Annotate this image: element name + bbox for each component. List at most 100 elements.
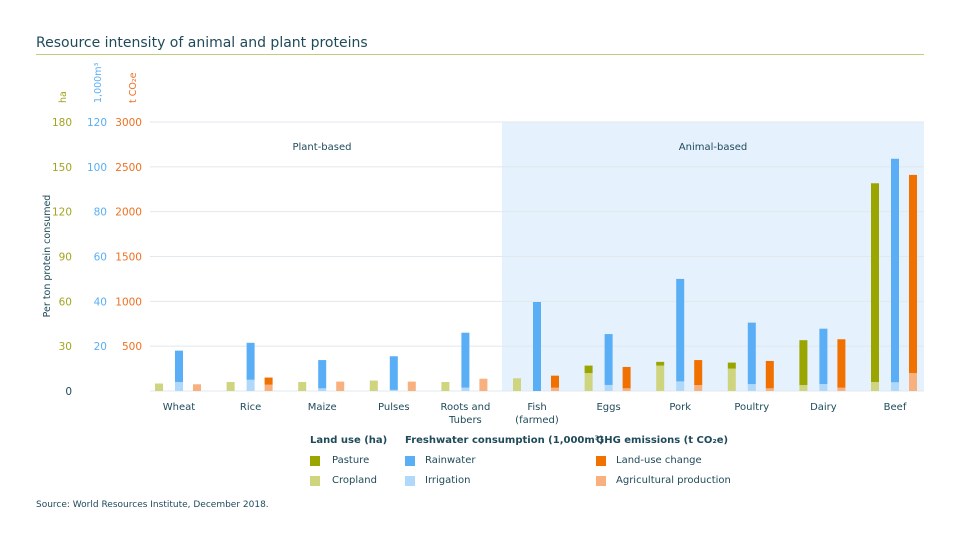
y-tick-label: 1500 xyxy=(115,252,142,264)
y-tick-label: 500 xyxy=(122,341,142,353)
bar-agricultural-production xyxy=(622,388,631,391)
bar-cropland xyxy=(155,383,163,391)
bar-land-use-change xyxy=(264,377,273,385)
bar-agricultural-production xyxy=(765,388,774,391)
bar-agricultural-production xyxy=(479,378,488,391)
legend-label-irrigation: Irrigation xyxy=(425,475,471,486)
y-tick-label: 2000 xyxy=(115,207,142,219)
legend-label-land-use-change: Land-use change xyxy=(616,455,702,466)
bar-irrigation xyxy=(604,384,613,391)
bar-cropland xyxy=(298,382,307,391)
x-tick-label: Rice xyxy=(240,402,261,413)
bar-cropland xyxy=(226,382,235,391)
bar-pasture xyxy=(871,183,879,383)
x-tick-label: Poultry xyxy=(734,402,769,413)
title-divider xyxy=(36,54,924,55)
x-tick-label: Maize xyxy=(308,402,337,413)
x-tick-label: Tubers xyxy=(448,415,482,426)
bar-agricultural-production xyxy=(336,381,345,391)
y-tick-label: 40 xyxy=(94,296,107,308)
x-tick-label: Beef xyxy=(884,402,907,413)
bar-agricultural-production xyxy=(264,384,273,391)
bar-land-use-change xyxy=(909,174,917,374)
bar-cropland xyxy=(513,378,521,391)
legend-label-pasture: Pasture xyxy=(332,455,370,466)
bar-rainwater xyxy=(747,322,756,385)
chart-title: Resource intensity of animal and plant p… xyxy=(36,35,368,51)
y-tick-label: 1000 xyxy=(115,296,142,308)
bar-agricultural-production xyxy=(909,373,917,391)
axis-unit-label: 1,000m³ xyxy=(93,63,104,103)
bar-pasture xyxy=(727,362,736,369)
y-tick-label: 3000 xyxy=(115,117,142,129)
bar-cropland xyxy=(369,380,378,391)
legend-swatch-cropland xyxy=(310,476,320,486)
bar-agricultural-production xyxy=(193,384,201,391)
bar-irrigation xyxy=(819,384,828,391)
y-tick-label: 150 xyxy=(52,162,72,174)
legend-heading-water: Freshwater consumption (1,000m³) xyxy=(405,435,604,446)
bar-cropland xyxy=(584,373,593,391)
bar-land-use-change xyxy=(765,360,774,389)
y-tick-label: 20 xyxy=(94,341,107,353)
legend-swatch-rainwater xyxy=(405,456,415,466)
legend-heading-land: Land use (ha) xyxy=(310,435,388,446)
y-tick-label: 100 xyxy=(87,162,107,174)
bar-rainwater xyxy=(604,334,613,385)
source-note: Source: World Resources Institute, Decem… xyxy=(36,500,269,510)
bar-land-use-change xyxy=(622,366,631,389)
bar-rainwater xyxy=(318,360,327,389)
bar-rainwater xyxy=(819,328,828,385)
bar-irrigation xyxy=(747,384,756,391)
bar-irrigation xyxy=(318,388,327,391)
y-tick-label: 80 xyxy=(94,207,107,219)
axis-unit-label: ha xyxy=(58,91,69,103)
legend-label-rainwater: Rainwater xyxy=(425,455,476,466)
bar-pasture xyxy=(584,365,593,374)
bar-pasture xyxy=(799,340,808,386)
bar-irrigation xyxy=(461,387,470,391)
bar-irrigation xyxy=(175,382,183,391)
y-tick-label: 120 xyxy=(87,117,107,129)
x-tick-label: Dairy xyxy=(810,402,837,413)
x-tick-label: Wheat xyxy=(163,402,196,413)
y-axis-title: Per ton protein consumed xyxy=(42,195,53,318)
bar-cropland xyxy=(799,385,808,391)
bar-rainwater xyxy=(461,332,470,388)
bar-cropland xyxy=(727,368,736,391)
legend-label-agricultural-production: Agricultural production xyxy=(616,475,731,486)
bar-irrigation xyxy=(676,381,685,391)
y-tick-label: 0 xyxy=(65,386,72,398)
axis-unit-label: t CO₂e xyxy=(128,72,139,103)
bar-cropland xyxy=(871,382,879,391)
bar-land-use-change xyxy=(694,360,703,385)
group-label-animal: Animal-based xyxy=(679,142,747,153)
bar-rainwater xyxy=(891,158,899,383)
y-tick-label: 2500 xyxy=(115,162,142,174)
legend-swatch-agricultural-production xyxy=(596,476,606,486)
y-tick-label: 60 xyxy=(94,252,107,264)
legend-label-cropland: Cropland xyxy=(332,475,377,486)
bar-agricultural-production xyxy=(837,387,846,391)
bar-rainwater xyxy=(389,356,398,390)
x-tick-label: (farmed) xyxy=(515,415,559,426)
y-tick-label: 30 xyxy=(59,341,72,353)
bar-pasture xyxy=(656,361,665,366)
legend-swatch-land-use-change xyxy=(596,456,606,466)
bar-rainwater xyxy=(246,342,255,380)
y-tick-label: 120 xyxy=(52,207,72,219)
bar-agricultural-production xyxy=(694,384,703,391)
bar-irrigation xyxy=(389,389,398,391)
bar-land-use-change xyxy=(837,339,846,388)
bar-agricultural-production xyxy=(551,387,559,391)
legend-swatch-irrigation xyxy=(405,476,415,486)
x-tick-label: Pulses xyxy=(378,402,410,413)
group-label-plant: Plant-based xyxy=(293,142,352,153)
x-tick-label: Fish xyxy=(527,402,546,413)
bar-irrigation xyxy=(891,382,899,391)
y-tick-label: 180 xyxy=(52,117,72,129)
bar-land-use-change xyxy=(551,375,559,388)
bar-rainwater xyxy=(533,302,541,391)
x-tick-label: Eggs xyxy=(596,402,620,413)
bar-cropland xyxy=(441,382,450,391)
